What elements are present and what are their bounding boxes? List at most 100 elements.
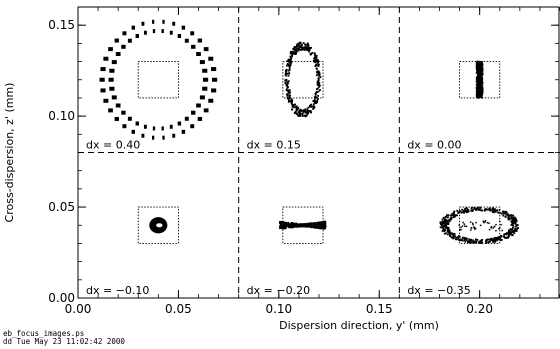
panel-label: dx = 0.15	[247, 139, 301, 152]
spot-point	[513, 220, 516, 223]
spot-point	[313, 60, 316, 63]
spot-point	[441, 225, 444, 228]
spot-point	[286, 86, 289, 89]
spot-point	[308, 225, 311, 228]
spot-point	[208, 98, 214, 103]
spot-point	[315, 57, 318, 60]
spot-point	[481, 70, 484, 73]
spot-point	[288, 226, 291, 228]
spot-point	[473, 240, 476, 243]
spot-point	[465, 239, 468, 242]
spot-point	[316, 71, 318, 73]
spot-point	[279, 222, 282, 225]
spot-point	[481, 84, 484, 87]
spot-point	[443, 222, 446, 225]
spot-point	[305, 48, 308, 51]
spot-point	[288, 72, 291, 75]
spot-point	[450, 236, 453, 239]
spot-point	[295, 224, 298, 226]
spot-point	[289, 91, 292, 94]
spot-point	[314, 93, 317, 96]
spot-point	[316, 224, 319, 227]
spot-point	[470, 209, 473, 212]
spot-point	[477, 95, 480, 98]
spot-point	[466, 207, 468, 210]
spot-point	[315, 226, 318, 229]
spot-point	[315, 74, 318, 77]
spot-point	[317, 80, 319, 83]
spot-point	[458, 224, 461, 226]
spot-point	[481, 76, 483, 79]
spot-point	[316, 226, 319, 229]
spot-point	[299, 108, 302, 111]
spot-point	[476, 76, 478, 79]
spot-point	[308, 110, 311, 112]
spot-point	[441, 221, 443, 224]
spot-point	[211, 67, 217, 72]
spot-point	[467, 240, 469, 243]
spot-point	[317, 63, 320, 66]
spot-point	[479, 70, 481, 73]
spot-point	[313, 102, 316, 104]
spot-point	[485, 239, 488, 242]
spot-point	[511, 217, 514, 219]
spot-point	[283, 224, 286, 227]
spot-point	[443, 232, 446, 235]
spot-point	[293, 52, 296, 55]
spot-point	[502, 214, 505, 217]
spot-point	[287, 89, 290, 92]
spot-point	[473, 241, 476, 244]
spot-point	[316, 61, 319, 64]
spot-point	[295, 105, 297, 108]
spot-point	[456, 238, 458, 241]
spot-point	[211, 77, 218, 82]
spot-point	[309, 223, 312, 226]
spot-point	[510, 214, 512, 216]
spot-point	[505, 237, 507, 239]
spot-point	[475, 207, 478, 210]
spot-point	[313, 53, 316, 56]
spot-point	[479, 75, 482, 78]
spot-point	[290, 100, 292, 103]
spot-point	[315, 91, 318, 93]
spot-point	[310, 46, 313, 49]
spot-point	[493, 225, 496, 228]
spot-point	[317, 77, 320, 80]
spot-point	[319, 225, 322, 228]
spot-point	[463, 239, 466, 241]
spot-point	[454, 214, 457, 217]
spot-point	[290, 225, 293, 228]
spot-point	[311, 226, 314, 229]
spot-point	[476, 96, 479, 99]
spot-point	[319, 227, 322, 230]
spot-point	[477, 69, 480, 72]
spot-point	[504, 212, 507, 215]
spot-point	[152, 126, 156, 131]
spot-point	[131, 129, 135, 134]
spot-point	[481, 62, 483, 64]
spot-point	[141, 21, 145, 26]
spot-point	[462, 221, 464, 224]
spot-point	[161, 29, 164, 34]
spot-point	[287, 91, 290, 93]
spot-point	[162, 19, 165, 24]
spot-point	[100, 88, 106, 93]
spot-point	[507, 218, 510, 221]
spot-point	[316, 82, 319, 85]
spot-point	[298, 42, 301, 45]
spot-point	[478, 90, 481, 93]
spot-point	[289, 94, 291, 97]
spot-point	[450, 214, 453, 217]
spot-point	[285, 84, 288, 87]
footer-timestamp: dd Tue May 23 11:02:42 2000	[3, 337, 125, 346]
spot-point	[476, 62, 478, 65]
spot-point	[294, 103, 296, 106]
spot-point	[286, 81, 289, 83]
spot-point	[480, 91, 482, 94]
spot-point	[478, 92, 481, 95]
spot-point	[479, 209, 482, 212]
spot-point	[480, 72, 483, 75]
spot-point	[319, 76, 322, 79]
spot-point	[449, 234, 451, 236]
spot-point	[511, 234, 514, 236]
